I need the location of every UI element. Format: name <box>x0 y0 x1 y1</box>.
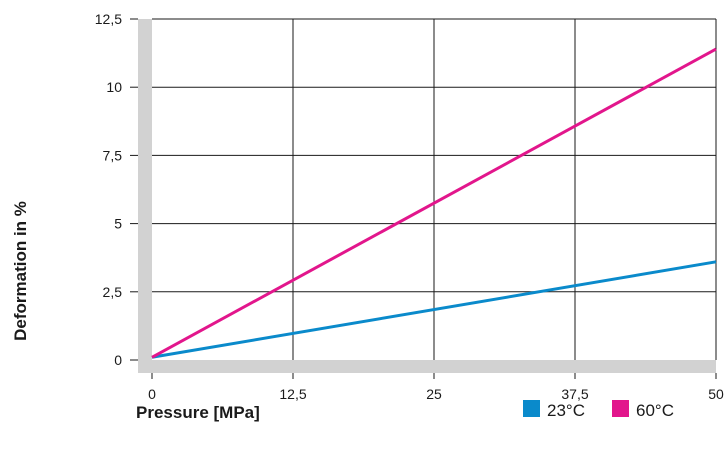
series-lines <box>151 47 717 359</box>
grid-lines <box>152 18 717 360</box>
y-axis-bar <box>138 19 152 365</box>
legend-label-60c: 60°C <box>636 401 674 420</box>
legend-swatch-60c <box>612 400 629 417</box>
legend: 23°C 60°C <box>523 400 674 420</box>
x-tick-label-2: 25 <box>426 386 442 402</box>
y-tick-label-4: 10 <box>106 79 122 95</box>
y-tick-label-2: 5 <box>114 216 122 232</box>
x-tick-labels: 0 12,5 25 37,5 50 <box>148 386 724 402</box>
y-tick-labels: 0 2,5 5 7,5 10 12,5 <box>95 11 122 368</box>
y-tick-label-5: 12,5 <box>95 11 122 27</box>
y-axis-title: Deformation in % <box>11 201 30 341</box>
legend-swatch-23c <box>523 400 540 417</box>
x-axis-bar <box>138 360 716 373</box>
x-tick-label-0: 0 <box>148 386 156 402</box>
legend-label-23c: 23°C <box>547 401 585 420</box>
series-line-0 <box>151 260 717 359</box>
series-line-1 <box>151 47 717 359</box>
y-tick-label-0: 0 <box>114 352 122 368</box>
x-tick-label-1: 12,5 <box>279 386 306 402</box>
x-tick-label-4: 50 <box>708 386 724 402</box>
axes <box>130 18 717 379</box>
x-axis-title: Pressure [MPa] <box>136 403 260 422</box>
y-tick-label-3: 7,5 <box>103 147 123 163</box>
y-tick-label-1: 2,5 <box>103 284 123 300</box>
x-tick-label-3: 37,5 <box>561 386 588 402</box>
